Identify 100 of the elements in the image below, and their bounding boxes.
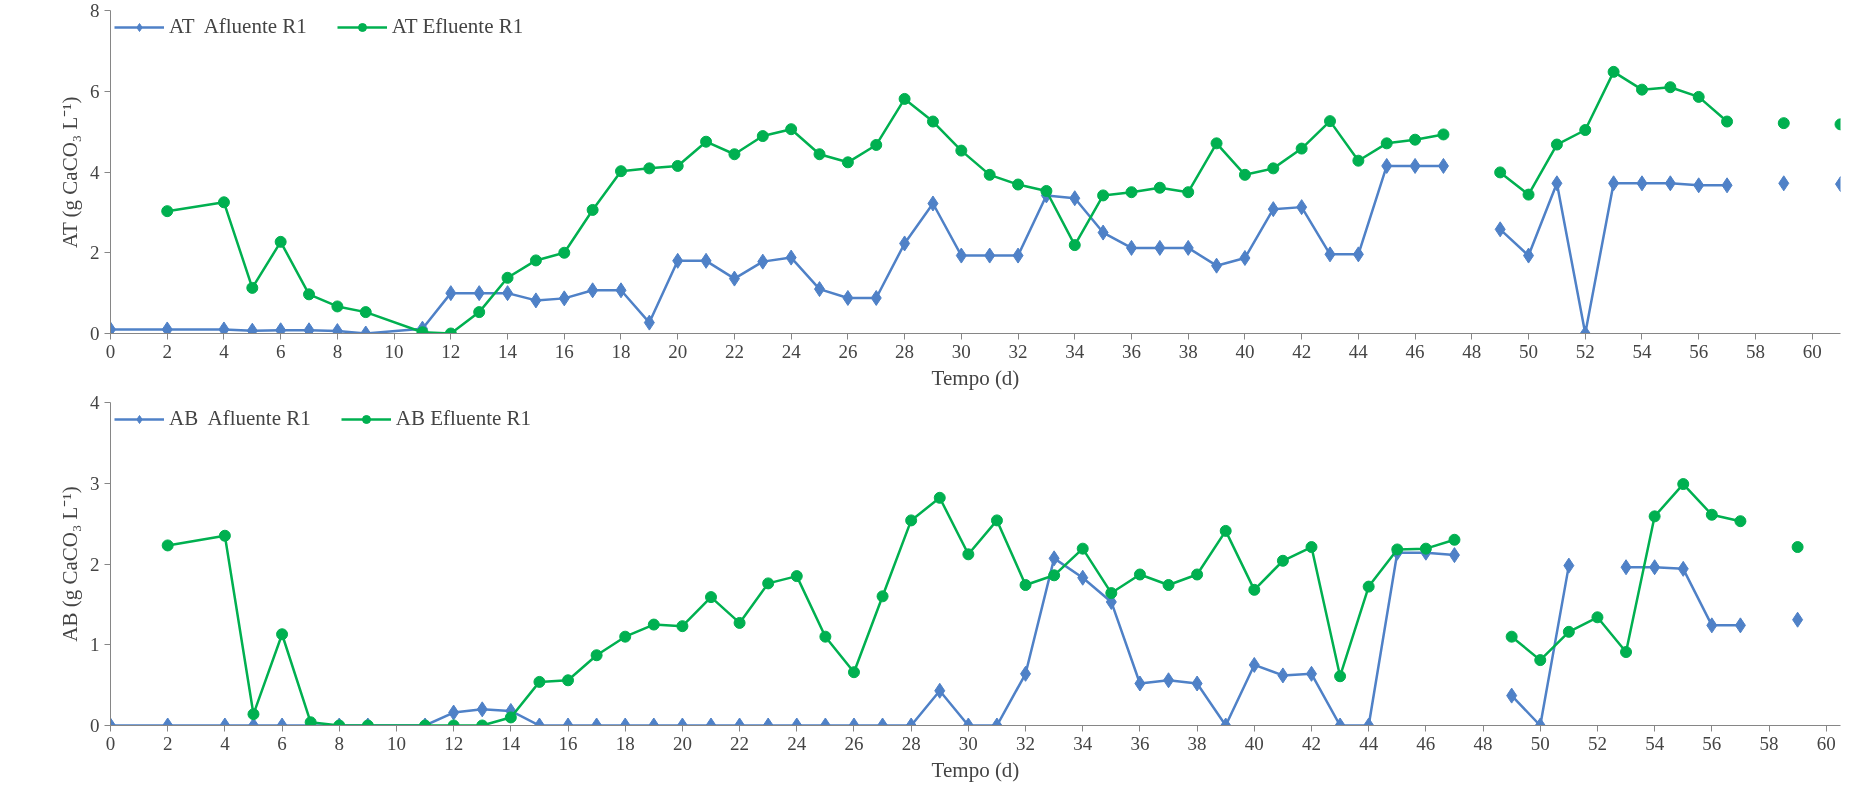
point [1012,178,1025,191]
x-tick-label: 54 [1632,340,1652,362]
point [870,289,882,306]
point [445,285,457,302]
point [955,144,968,157]
x-tick-label: 26 [838,340,858,362]
x-tick-label: 8 [332,340,343,362]
y-tick-label: 4 [90,392,100,413]
point [1077,569,1089,586]
point [1562,625,1575,638]
point [1069,190,1081,207]
x-tick-label: 8 [334,732,345,754]
y-tick-label: 3 [90,472,100,494]
x-tick-label: 50 [1519,340,1539,362]
point [1635,83,1648,96]
legend-label: AT Afluente R1 [169,14,307,39]
point [1097,189,1110,202]
point [1295,142,1308,155]
point [161,321,173,334]
y-tick-label: 0 [90,715,100,736]
point [984,247,996,264]
x-tick-label: 40 [1244,732,1264,754]
point [1664,81,1677,94]
point [1305,541,1318,554]
x-tick-label: 0 [105,732,116,754]
point [1040,184,1053,197]
point [1608,175,1620,192]
point [962,548,975,561]
x-tick-label: 20 [668,340,688,362]
point [676,620,689,633]
x-tick-label: 6 [277,732,287,754]
point [841,156,854,169]
legend-label: AT Efluente R1 [391,14,524,39]
x-tick-label: 44 [1348,340,1369,362]
x-tick-label: 18 [611,340,631,362]
point [1522,188,1535,201]
point [671,159,684,172]
point [1591,611,1604,624]
point [1048,569,1061,582]
x-tick-label: 4 [220,732,231,754]
point [757,253,769,270]
point [1324,246,1336,263]
x-tick-label: 34 [1073,732,1093,754]
x-tick-label: 24 [787,732,807,754]
point [1448,533,1461,546]
point [1125,186,1138,199]
x-tick-label: 56 [1689,340,1709,362]
point [1693,177,1705,194]
x-tick-label: 30 [958,732,978,754]
x-tick-label: 40 [1235,340,1255,362]
point [1211,257,1223,274]
x-tick-label: 22 [724,340,744,362]
point [1154,239,1166,256]
x-tick-label: 12 [444,732,464,754]
x-tick-label: 10 [384,340,404,362]
x-tick-label: 58 [1745,340,1765,362]
point [876,590,889,603]
x-tick-label: 34 [1065,340,1085,362]
point [246,281,259,294]
point [586,203,599,216]
point [1267,162,1280,175]
point [1133,568,1146,581]
point [1381,157,1393,174]
point [1076,542,1089,555]
point [842,289,854,306]
point [529,254,542,267]
point [1380,137,1393,150]
x-tick-label: 28 [901,732,921,754]
x-tick-label: 48 [1473,732,1493,754]
x-tick-label: 42 [1301,732,1321,754]
point [1248,656,1260,673]
point [1636,175,1648,192]
x-tick-label: 20 [672,732,692,754]
point [1620,559,1632,576]
point [1276,554,1289,567]
point [643,314,655,331]
y-tick-label: 0 [90,323,100,344]
point [785,123,798,136]
point [1705,508,1718,521]
point [1125,239,1137,256]
point [558,290,570,307]
x-tick-label: 52 [1587,732,1607,754]
x-tick-label: 2 [162,732,173,754]
x-tick-label: 32 [1008,340,1028,362]
x-tick-label: 6 [275,340,286,362]
point [705,591,717,604]
point [1352,246,1364,263]
x-tick-label: 12 [441,340,461,362]
point [1324,115,1337,128]
point [1721,177,1733,194]
point [790,570,803,583]
x-axis-title: Tempo (d) [931,365,1020,390]
point [303,288,316,301]
point [672,252,684,269]
point [643,162,656,175]
y-axis-title: AT (g CaCO₃ L⁻¹) [58,96,82,248]
point [1563,557,1575,574]
point [1692,90,1705,103]
x-tick-label: 28 [895,340,915,362]
point [1777,117,1790,130]
